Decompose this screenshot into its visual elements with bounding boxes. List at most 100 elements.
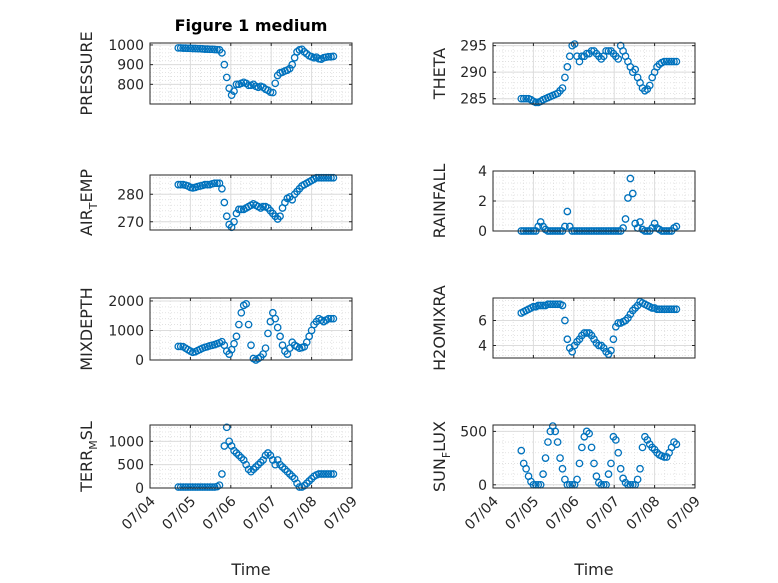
data-point — [186, 483, 195, 491]
data-point — [531, 98, 540, 107]
data-point — [201, 180, 209, 189]
x-tick-label: 07/04 — [462, 493, 502, 533]
data-point — [319, 470, 328, 478]
data-point — [522, 464, 530, 473]
axes-box — [149, 42, 353, 105]
data-point — [218, 48, 226, 57]
data-point — [285, 470, 294, 478]
data-point — [305, 477, 314, 485]
data-point — [302, 479, 311, 488]
y-axis-label: PRESSURE — [77, 31, 96, 115]
data-point — [322, 470, 330, 478]
data-point — [273, 323, 282, 332]
data-point — [573, 475, 581, 484]
data-point — [174, 342, 183, 351]
data-point — [213, 179, 221, 188]
data-point — [672, 222, 681, 231]
data-point — [193, 44, 202, 53]
data-point — [327, 470, 335, 478]
data-point — [196, 483, 204, 491]
data-point — [210, 45, 219, 54]
data-point — [210, 179, 219, 188]
data-point — [276, 332, 284, 341]
data-point — [188, 483, 197, 491]
data-point — [670, 57, 678, 66]
data-point — [607, 459, 615, 468]
data-point — [590, 459, 598, 468]
axes-box — [149, 174, 353, 231]
y-tick-label: 280 — [117, 187, 144, 203]
data-point — [665, 57, 673, 66]
data-point — [205, 483, 214, 491]
x-tick-label: 07/08 — [624, 494, 664, 534]
data-point — [188, 44, 197, 53]
data-point — [587, 443, 596, 452]
data-point — [176, 44, 185, 52]
data-point — [203, 45, 212, 53]
data-point — [288, 60, 297, 69]
data-point — [660, 57, 669, 66]
data-point — [232, 449, 241, 457]
data-point — [648, 304, 657, 312]
y-tick-label: 270 — [117, 215, 144, 231]
data-point — [242, 300, 251, 308]
data-point — [285, 64, 294, 73]
y-tick-label: 2000 — [108, 294, 144, 310]
data-point — [327, 314, 335, 323]
axes-box — [492, 42, 696, 105]
data-point — [672, 57, 681, 66]
data-point — [235, 205, 243, 214]
data-point — [264, 329, 272, 338]
data-point — [201, 45, 209, 53]
y-tick-label: 900 — [117, 58, 144, 74]
data-point — [667, 57, 676, 66]
data-point — [230, 339, 238, 348]
x-tick-label: 07/09 — [321, 494, 361, 534]
data-point — [249, 465, 258, 474]
data-point — [315, 470, 323, 478]
data-point — [662, 57, 671, 66]
figure-title: Figure 1 medium — [175, 16, 328, 35]
data-point — [329, 470, 338, 478]
x-axis-label-left: Time — [230, 560, 270, 579]
data-point — [604, 470, 613, 478]
y-tick-label: 290 — [460, 65, 487, 81]
data-point — [575, 459, 584, 468]
data-point — [220, 442, 229, 450]
data-point — [655, 305, 664, 314]
data-point — [616, 464, 625, 473]
data-point — [611, 436, 620, 444]
data-point — [558, 84, 567, 92]
data-point — [176, 180, 185, 189]
y-axis-label: TERRMSL — [77, 421, 100, 493]
x-tick-label: 07/09 — [664, 494, 704, 534]
data-point — [235, 320, 243, 329]
data-point — [517, 446, 526, 455]
subplot-3: 270 280 AIRTEMP — [77, 169, 353, 236]
data-point — [278, 463, 287, 471]
data-point — [247, 341, 255, 350]
data-point — [519, 94, 528, 103]
data-point — [329, 314, 338, 323]
data-point — [259, 202, 267, 211]
y-tick-label: 4 — [478, 339, 487, 355]
data-point — [208, 45, 217, 54]
data-point — [636, 464, 644, 473]
y-tick-label: 500 — [460, 424, 487, 440]
y-tick-label: 0 — [135, 353, 144, 369]
data-point — [570, 40, 579, 48]
data-point — [626, 174, 635, 183]
data-point — [222, 212, 231, 221]
data-point — [181, 483, 190, 491]
data-point — [544, 438, 552, 446]
data-point — [563, 63, 572, 71]
data-point — [230, 217, 238, 226]
data-point — [517, 94, 526, 103]
data-point — [658, 305, 666, 314]
data-point — [232, 209, 241, 218]
data-point — [307, 474, 316, 483]
data-point — [220, 198, 229, 207]
data-point — [670, 305, 678, 314]
axes-box — [492, 297, 696, 359]
data-point — [522, 94, 530, 103]
